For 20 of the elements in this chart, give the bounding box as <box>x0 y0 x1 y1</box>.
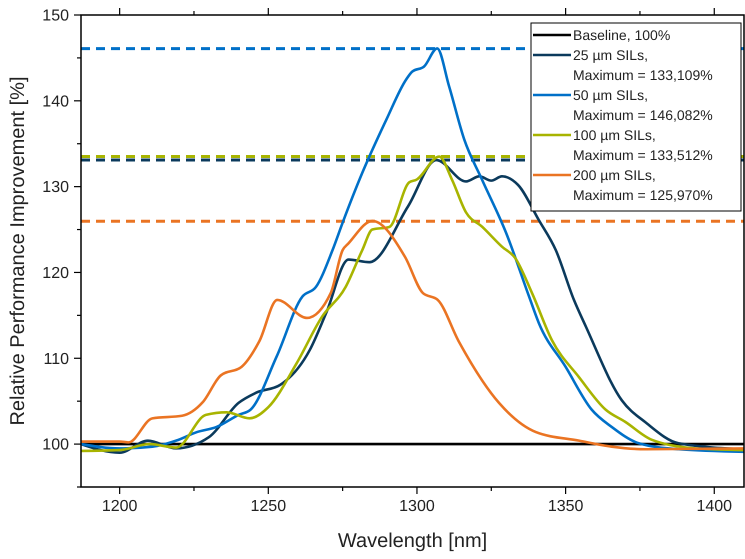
x-tick-label: 1200 <box>102 498 138 515</box>
x-tick-label: 1300 <box>399 498 435 515</box>
x-tick-label: 1400 <box>696 498 732 515</box>
y-tick-label: 130 <box>42 179 70 196</box>
y-tick-label: 120 <box>42 264 70 282</box>
legend-label: 25 µm SILs, Maximum = 133,109% <box>573 47 713 83</box>
x-axis-title: Wavelength [nm] <box>338 530 488 552</box>
y-tick-label: 140 <box>42 93 70 110</box>
legend-label: 50 µm SILs, Maximum = 146,082% <box>573 87 713 123</box>
y-tick-label: 150 <box>42 8 70 24</box>
legend-label: 100 µm SILs, Maximum = 133,512% <box>573 127 713 163</box>
legend-label: 200 µm SILs, Maximum = 125,970% <box>573 167 713 203</box>
line-series <box>81 47 744 454</box>
x-tick-label: 1250 <box>250 498 286 515</box>
y-tick-label: 100 <box>42 436 70 454</box>
x-tick-label: 1350 <box>548 498 584 515</box>
y-axis-title: Relative Performance Improvement [%] <box>7 76 29 426</box>
line-series <box>81 220 744 451</box>
legend-label: Baseline, 100% <box>573 27 670 43</box>
y-tick-label: 110 <box>43 350 70 368</box>
